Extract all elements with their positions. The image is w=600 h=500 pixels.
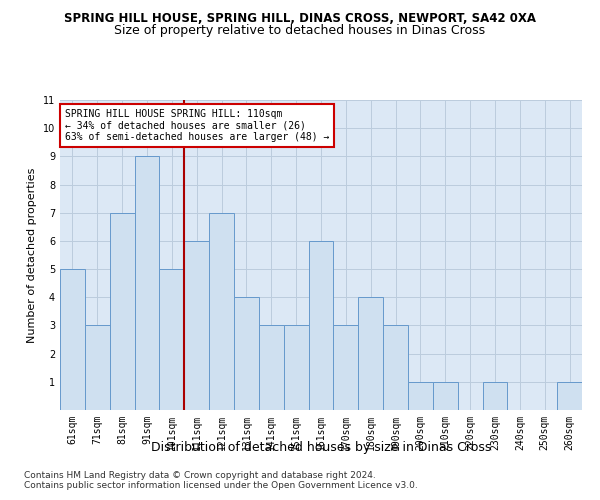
Text: Contains HM Land Registry data © Crown copyright and database right 2024.: Contains HM Land Registry data © Crown c… (24, 471, 376, 480)
Bar (60, 269, 85, 410)
Bar (557, 382, 582, 410)
Bar (334, 326, 358, 410)
Bar (482, 382, 508, 410)
Text: Contains public sector information licensed under the Open Government Licence v3: Contains public sector information licen… (24, 481, 418, 490)
Bar (308, 241, 334, 410)
Y-axis label: Number of detached properties: Number of detached properties (28, 168, 37, 342)
Bar (234, 298, 259, 410)
Bar (358, 298, 383, 410)
Bar (134, 156, 160, 410)
Bar (433, 382, 458, 410)
Text: SPRING HILL HOUSE, SPRING HILL, DINAS CROSS, NEWPORT, SA42 0XA: SPRING HILL HOUSE, SPRING HILL, DINAS CR… (64, 12, 536, 26)
Text: Distribution of detached houses by size in Dinas Cross: Distribution of detached houses by size … (151, 441, 491, 454)
Bar (184, 241, 209, 410)
Text: SPRING HILL HOUSE SPRING HILL: 110sqm
← 34% of detached houses are smaller (26)
: SPRING HILL HOUSE SPRING HILL: 110sqm ← … (65, 110, 329, 142)
Bar (383, 326, 408, 410)
Bar (110, 212, 134, 410)
Bar (85, 326, 110, 410)
Bar (408, 382, 433, 410)
Bar (259, 326, 284, 410)
Text: Size of property relative to detached houses in Dinas Cross: Size of property relative to detached ho… (115, 24, 485, 37)
Bar (209, 212, 234, 410)
Bar (160, 269, 184, 410)
Bar (284, 326, 308, 410)
